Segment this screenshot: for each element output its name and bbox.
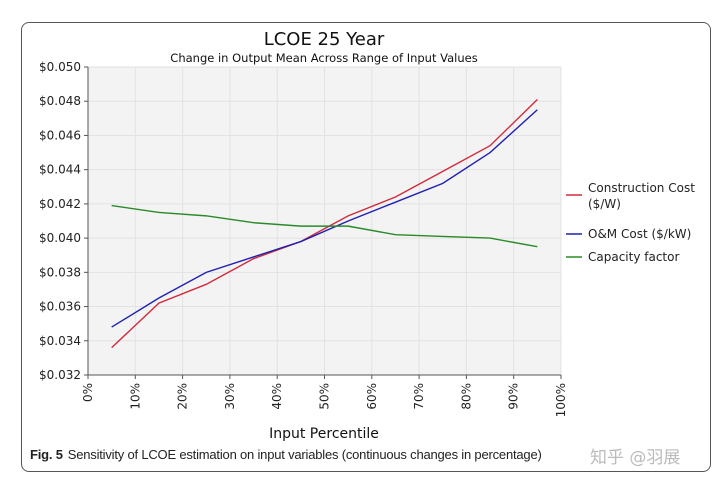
- figure-caption: Fig. 5 Sensitivity of LCOE estimation on …: [30, 447, 542, 462]
- chart-title: LCOE 25 Year: [264, 29, 385, 50]
- legend-label: Construction Cost: [588, 181, 695, 195]
- y-tick-label: $0.040: [39, 231, 81, 245]
- y-tick-label: $0.046: [39, 128, 81, 142]
- y-tick-label: $0.048: [39, 94, 81, 108]
- figure-frame: [21, 22, 711, 472]
- x-tick-label: 0%: [81, 383, 95, 402]
- caption-label: Fig. 5: [30, 447, 63, 462]
- y-tick-label: $0.042: [39, 197, 81, 211]
- caption-text: Sensitivity of LCOE estimation on input …: [67, 447, 542, 462]
- y-tick-label: $0.038: [39, 265, 81, 279]
- y-tick-label: $0.050: [39, 60, 81, 74]
- legend-label: O&M Cost ($/kW): [588, 227, 691, 241]
- y-tick-label: $0.034: [39, 334, 81, 348]
- x-tick-label: 90%: [507, 383, 521, 410]
- y-tick-label: $0.032: [39, 368, 81, 382]
- x-tick-label: 80%: [459, 383, 473, 410]
- series-line-1: [111, 99, 538, 349]
- x-tick-label: 10%: [128, 383, 142, 410]
- x-tick-label: 70%: [412, 383, 426, 410]
- x-axis-label: Input Percentile: [269, 426, 379, 442]
- x-tick-label: 50%: [318, 383, 332, 410]
- series-line-3: [111, 204, 538, 248]
- series-line-2: [111, 109, 538, 328]
- x-tick-label: 40%: [270, 383, 284, 410]
- y-tick-label: $0.044: [39, 163, 81, 177]
- watermark: 知乎 @羽展: [590, 448, 681, 468]
- x-tick-label: 20%: [176, 383, 190, 410]
- legend-label-cont: ($/W): [588, 197, 621, 211]
- chart-subtitle: Change in Output Mean Across Range of In…: [170, 51, 477, 65]
- x-tick-label: 60%: [365, 383, 379, 410]
- y-tick-label: $0.036: [39, 300, 81, 314]
- x-tick-label: 100%: [554, 383, 568, 417]
- x-tick-label: 30%: [223, 383, 237, 410]
- legend-label: Capacity factor: [588, 250, 679, 264]
